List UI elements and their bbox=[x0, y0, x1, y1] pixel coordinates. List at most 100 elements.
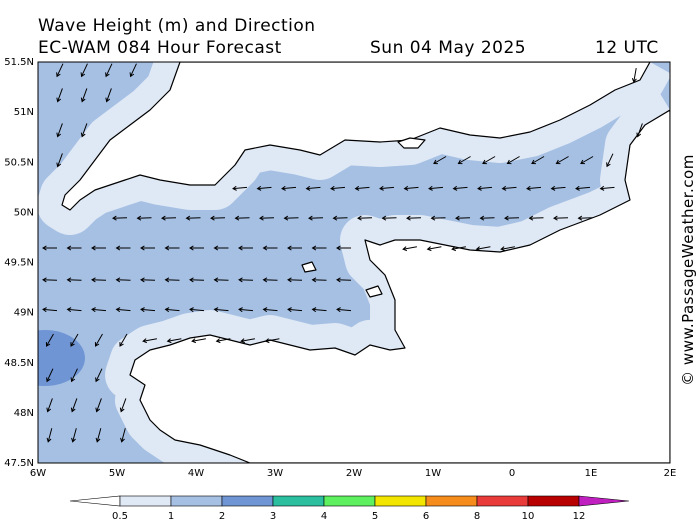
arrow bbox=[506, 156, 520, 165]
arrow bbox=[129, 63, 137, 78]
arrow bbox=[379, 185, 395, 191]
map-frame bbox=[37, 61, 671, 464]
arrow bbox=[287, 307, 303, 313]
arrow bbox=[71, 428, 77, 443]
lon-label: 5W bbox=[109, 468, 125, 479]
arrow bbox=[528, 215, 544, 221]
arrow bbox=[80, 63, 88, 78]
arrow bbox=[91, 245, 106, 251]
colorbar-label: 10 bbox=[522, 511, 535, 522]
lon-label: 1E bbox=[585, 468, 598, 479]
arrow bbox=[213, 277, 229, 283]
colorbar: 0.5 1 2 3 4 5 6 8 10 12 bbox=[69, 495, 630, 522]
arrow bbox=[105, 63, 113, 78]
colorbar-label: 12 bbox=[573, 511, 586, 522]
arrow bbox=[56, 88, 63, 103]
arrow bbox=[140, 307, 156, 313]
colorbar-segment bbox=[272, 495, 325, 507]
isle-of-wight bbox=[397, 137, 426, 149]
arrow bbox=[189, 245, 204, 251]
arrow bbox=[599, 185, 615, 191]
arrow bbox=[262, 307, 278, 313]
colorbar-segment bbox=[476, 495, 529, 507]
arrow bbox=[56, 63, 64, 78]
arrow bbox=[164, 245, 180, 251]
date: Sun 04 May 2025 bbox=[370, 38, 526, 58]
arrow bbox=[311, 307, 327, 313]
colorbar-label: 3 bbox=[270, 511, 276, 522]
arrow bbox=[311, 277, 327, 283]
arrow bbox=[336, 245, 351, 251]
arrow bbox=[136, 215, 152, 221]
colorbar-label: 8 bbox=[474, 511, 480, 522]
arrow bbox=[451, 246, 466, 252]
arrow bbox=[354, 185, 370, 191]
title: Wave Height (m) and Direction bbox=[38, 16, 316, 36]
lon-label: 6W bbox=[30, 468, 46, 479]
arrow bbox=[119, 333, 128, 347]
arrow bbox=[455, 215, 471, 221]
arrow bbox=[553, 215, 569, 221]
arrow bbox=[264, 338, 280, 344]
colorbar-label: 2 bbox=[219, 511, 225, 522]
arrow bbox=[189, 307, 205, 313]
arrow bbox=[336, 307, 352, 313]
arrow bbox=[80, 123, 88, 138]
arrow bbox=[166, 338, 182, 344]
colorbar-high bbox=[578, 495, 630, 507]
lat-label: 49N bbox=[14, 308, 34, 319]
lon-label: 0 bbox=[509, 468, 515, 479]
colorbar-label: 4 bbox=[321, 511, 327, 522]
arrow bbox=[95, 428, 102, 443]
lon-label: 4W bbox=[188, 468, 204, 479]
arrow bbox=[115, 307, 131, 313]
arrow bbox=[606, 153, 614, 168]
arrow bbox=[70, 333, 79, 347]
lat-label: 48.5N bbox=[4, 358, 34, 369]
arrow bbox=[91, 307, 107, 313]
arrow bbox=[140, 245, 155, 251]
arrow bbox=[215, 338, 231, 344]
arrow bbox=[580, 156, 594, 165]
colorbar-segment bbox=[119, 495, 172, 507]
arrow bbox=[210, 215, 226, 221]
lon-label: 2E bbox=[664, 468, 677, 479]
arrow bbox=[66, 245, 82, 251]
arrow bbox=[479, 215, 495, 221]
arrow bbox=[311, 245, 327, 251]
arrow bbox=[232, 185, 248, 191]
arrow bbox=[259, 215, 275, 221]
colorbar-segment bbox=[170, 495, 223, 507]
arrow bbox=[115, 277, 131, 283]
colorbar-low bbox=[69, 495, 121, 507]
arrow bbox=[631, 68, 637, 83]
jersey bbox=[365, 285, 383, 298]
arrow bbox=[308, 215, 324, 221]
map bbox=[38, 62, 670, 463]
arrow bbox=[238, 245, 253, 251]
arrow bbox=[42, 307, 58, 313]
arrow bbox=[238, 307, 254, 313]
arrow bbox=[56, 153, 63, 168]
lon-label: 1W bbox=[425, 468, 441, 479]
arrow bbox=[238, 277, 254, 283]
arrow bbox=[287, 245, 302, 251]
watermark: © www.PassageWeather.com bbox=[679, 154, 697, 386]
arrow bbox=[164, 277, 180, 283]
arrow bbox=[636, 123, 643, 138]
lon-label: 3W bbox=[267, 468, 283, 479]
colorbar-label: 1 bbox=[168, 511, 174, 522]
arrow bbox=[42, 245, 57, 251]
arrow bbox=[164, 307, 180, 313]
arrow bbox=[433, 156, 447, 165]
arrow bbox=[46, 398, 53, 413]
arrow bbox=[66, 307, 82, 313]
arrow bbox=[115, 245, 131, 251]
arrow bbox=[119, 398, 127, 413]
arrow bbox=[577, 215, 593, 221]
colorbar-segment bbox=[425, 495, 478, 507]
arrow bbox=[531, 156, 545, 165]
lon-label: 2W bbox=[346, 468, 362, 479]
arrow bbox=[305, 185, 321, 191]
